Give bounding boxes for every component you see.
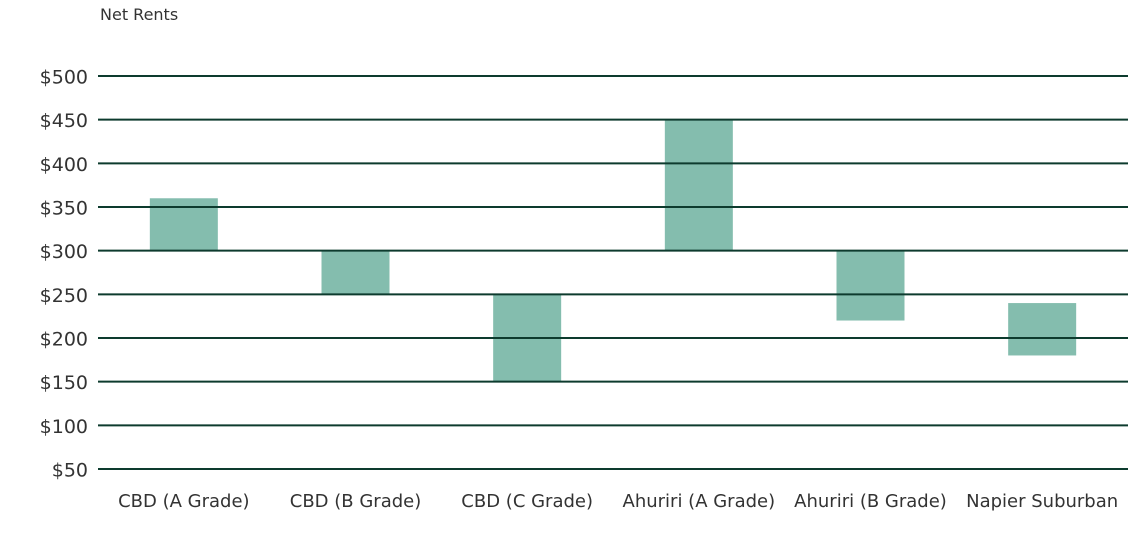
chart-title: Net Rents [100, 5, 179, 24]
y-tick-label: $450 [40, 110, 88, 132]
y-tick-label: $100 [40, 416, 88, 438]
x-tick-label: Ahuriri (B Grade) [794, 491, 947, 512]
x-tick-label: Napier Suburban [966, 491, 1119, 512]
y-tick-label: $350 [40, 198, 88, 220]
x-tick-label: CBD (B Grade) [289, 491, 422, 512]
y-tick-label: $250 [40, 285, 88, 307]
bar [664, 119, 733, 251]
y-tick-label: $500 [40, 67, 88, 89]
x-tick-label: CBD (A Grade) [118, 491, 250, 512]
x-tick-label: Ahuriri (A Grade) [622, 491, 776, 512]
bar [836, 250, 905, 321]
y-tick-label: $150 [40, 372, 88, 394]
bar [321, 250, 390, 295]
y-tick-label: $400 [40, 154, 88, 176]
x-tick-label: CBD (C Grade) [461, 491, 594, 512]
bar [1008, 303, 1077, 356]
y-tick-label: $50 [52, 460, 88, 482]
y-tick-label: $200 [40, 329, 88, 351]
y-tick-label: $300 [40, 241, 88, 263]
